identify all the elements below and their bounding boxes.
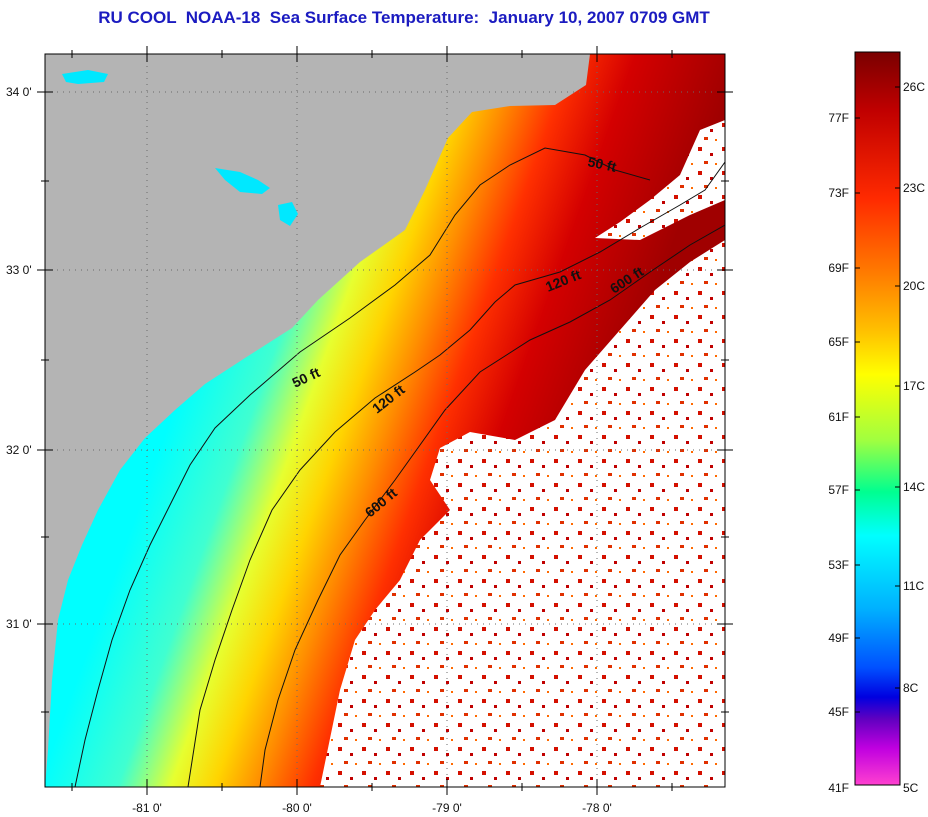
latitude-label: 34 0': [6, 85, 32, 99]
land-area: [45, 54, 590, 787]
latitude-label: 32 0': [6, 443, 32, 457]
fahrenheit-label: 53F: [828, 558, 849, 572]
fahrenheit-label: 45F: [828, 705, 849, 719]
frame-ticks: [37, 46, 733, 795]
contour-50ft: [74, 147, 651, 787]
celsius-label: 5C: [903, 781, 919, 795]
inland-lake: [62, 70, 108, 84]
contour-600ft: [259, 224, 725, 787]
fahrenheit-label: 57F: [828, 483, 849, 497]
inland-lake: [278, 202, 298, 226]
celsius-label: 11C: [903, 579, 924, 593]
fahrenheit-label: 73F: [828, 186, 849, 200]
colorbar-f-ticks: [855, 117, 860, 713]
cloud-region: [320, 240, 725, 787]
color-scale: 77F 73F 69F 65F 61F 57F 53F 49F 45F 41F …: [828, 51, 925, 795]
celsius-label: 20C: [903, 279, 925, 293]
longitude-label: -81 0': [132, 801, 162, 815]
latitude-label: 33 0': [6, 263, 32, 277]
map-frame: [44, 53, 726, 788]
contour-120ft: [187, 161, 725, 787]
latitude-label: 31 0': [6, 617, 32, 631]
map-title: RU COOL NOAA-18 Sea Surface Temperature:…: [98, 8, 710, 27]
longitude-label: -78 0': [582, 801, 612, 815]
longitude-label: -80 0': [282, 801, 312, 815]
celsius-label: 23C: [903, 181, 925, 195]
fahrenheit-label: 61F: [828, 410, 849, 424]
cloud-region-north: [595, 120, 725, 240]
color-scale-bar: [854, 51, 901, 786]
lat-lon-grid: [45, 54, 725, 787]
inland-lake: [215, 168, 270, 194]
fahrenheit-label: 69F: [828, 261, 849, 275]
fahrenheit-label: 77F: [828, 111, 849, 125]
contour-label-50ft: 50 ft: [586, 153, 618, 175]
celsius-label: 26C: [903, 80, 925, 94]
fahrenheit-label: 41F: [828, 781, 849, 795]
fahrenheit-label: 65F: [828, 335, 849, 349]
celsius-label: 8C: [903, 681, 919, 695]
celsius-label: 17C: [903, 379, 925, 393]
fahrenheit-label: 49F: [828, 631, 849, 645]
longitude-label: -79 0': [432, 801, 462, 815]
colorbar-c-ticks: [895, 86, 900, 689]
celsius-label: 14C: [903, 480, 925, 494]
